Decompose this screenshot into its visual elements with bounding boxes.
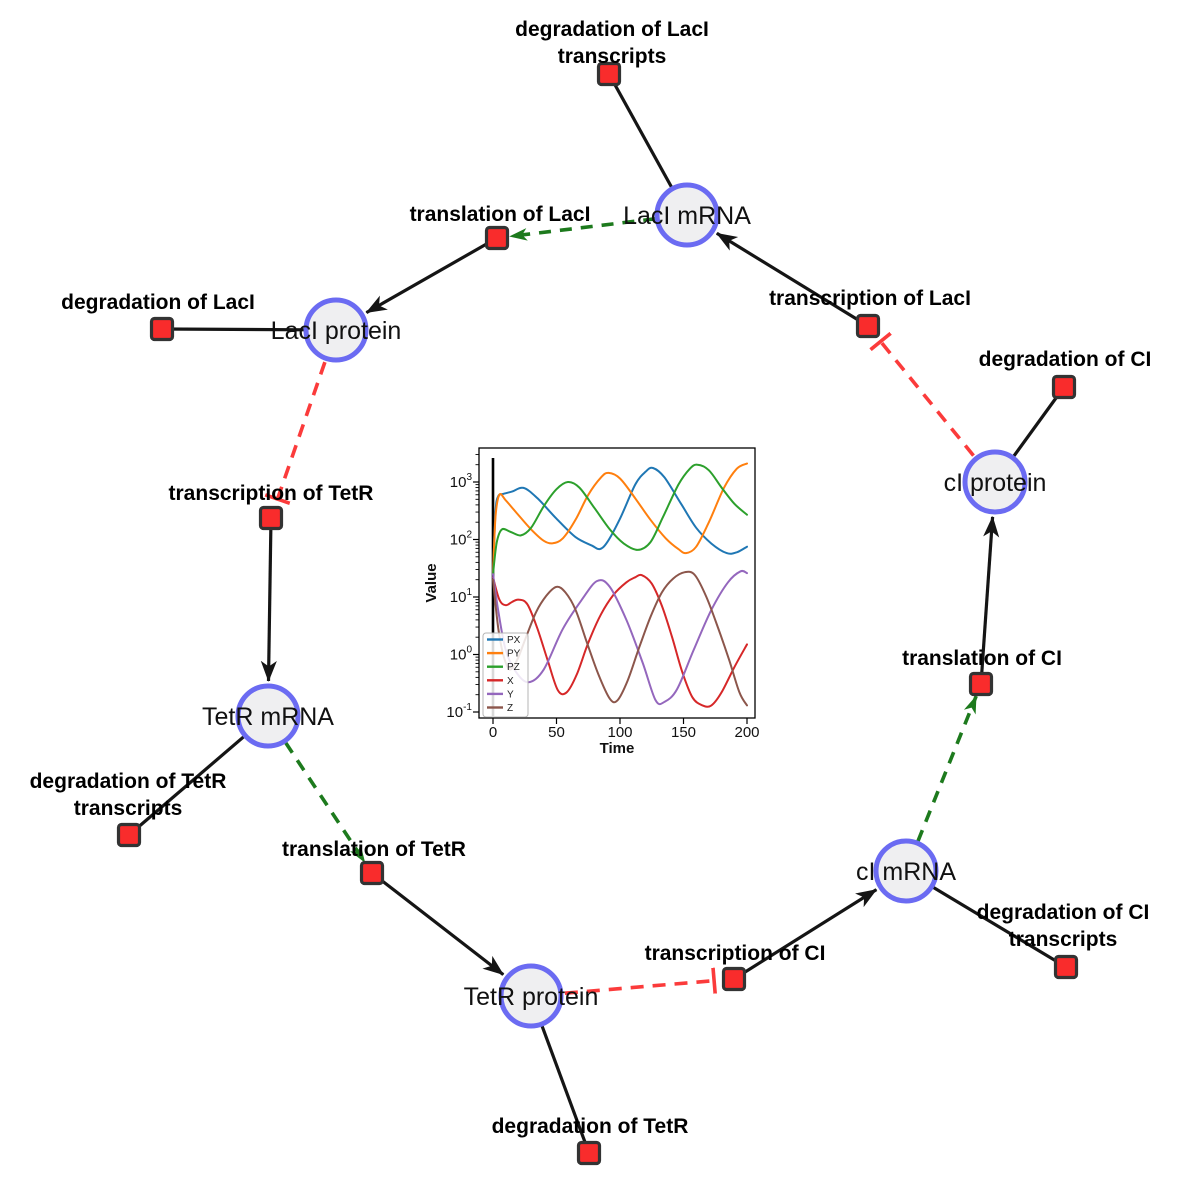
edge-modifier-ci_mrna-to-transl_ci [916, 695, 978, 842]
reaction-label-transl_ci: translation of CI [902, 647, 1062, 670]
edge-production-transl_tetr-to-tetr_protein [371, 871, 505, 976]
edge-inhibition-ci_protein-to-transc_laci [869, 331, 975, 457]
reaction-node-transc_tetr[interactable] [258, 505, 284, 531]
edge-consumption-tetr_mrna-to-deg_tetr_tx [127, 732, 248, 837]
species-label-laci_protein: LacI protein [271, 317, 402, 345]
edge-consumption-laci_protein-to-deg_laci [161, 327, 309, 332]
species-label-tetr_protein: TetR protein [464, 983, 599, 1011]
reaction-label-deg_laci: degradation of LacI [61, 291, 255, 314]
reaction-label-transl_tetr: translation of TetR [282, 838, 466, 861]
reaction-node-transl_ci[interactable] [968, 671, 994, 697]
chart-x-tick-label: 0 [489, 724, 497, 741]
species-node-tetr_protein[interactable] [498, 963, 564, 1029]
chart-y-axis-title: Value [423, 563, 440, 602]
species-node-laci_mrna[interactable] [654, 182, 720, 248]
edge-production-transc_ci-to-ci_mrna [733, 888, 878, 981]
species-label-ci_protein: cI protein [944, 469, 1047, 497]
reaction-node-deg_laci[interactable] [149, 316, 175, 342]
edge-production-transl_ci-to-ci_protein [979, 516, 1000, 685]
edge-production-transc_laci-to-laci_mrna [715, 231, 869, 328]
edge-consumption-laci_mrna-to-deg_laci_tx [607, 73, 675, 192]
chart-y-tick-label: 10-1 [446, 702, 472, 721]
edge-modifier-laci_mrna-to-transl_laci [509, 217, 656, 241]
reaction-node-deg_tetr[interactable] [576, 1140, 602, 1166]
species-label-tetr_mrna: TetR mRNA [202, 703, 334, 731]
reaction-label-deg_ci_tx-line2: transcripts [1009, 928, 1118, 951]
chart-legend-label-Z: Z [507, 703, 513, 714]
reaction-node-deg_laci_tx[interactable] [596, 61, 622, 87]
reaction-node-transl_tetr[interactable] [359, 860, 385, 886]
reaction-node-transl_laci[interactable] [484, 225, 510, 251]
chart-y-tick-label: 103 [450, 472, 473, 491]
reaction-node-transc_ci[interactable] [721, 966, 747, 992]
chart-x-tick-label: 200 [734, 724, 759, 741]
chart-x-axis-title: Time [600, 740, 635, 757]
chart-series-PX [492, 466, 748, 576]
reaction-label-deg_laci_tx-line2: transcripts [558, 45, 667, 68]
edge-consumption-tetr_protein-to-deg_tetr [539, 1021, 591, 1154]
edge-consumption-ci_protein-to-deg_ci [1010, 386, 1066, 461]
edge-inhibition-tetr_protein-to-transc_ci [564, 967, 717, 995]
chart-legend-box [482, 632, 529, 718]
species-label-laci_mrna: LacI mRNA [623, 202, 751, 230]
chart-legend-label-PY: PY [507, 649, 521, 660]
chart-x-tick-label: 150 [671, 724, 696, 741]
network-nodes [116, 61, 1079, 1166]
chart-legend-label-Y: Y [507, 689, 514, 700]
chart-series-PY [492, 462, 748, 576]
chart-y-tick-label: 101 [450, 587, 473, 606]
edge-inhibition-laci_protein-to-transc_tetr [264, 361, 327, 506]
chart-y-tick-label: 102 [450, 530, 473, 549]
chart-y-tick-label: 100 [450, 645, 473, 664]
reaction-label-deg_ci: degradation of CI [979, 348, 1152, 371]
chart-legend-label-PZ: PZ [507, 662, 520, 673]
reaction-label-transc_tetr: transcription of TetR [169, 482, 374, 505]
reaction-node-transc_laci[interactable] [855, 313, 881, 339]
reaction-label-transc_laci: transcription of LacI [769, 287, 971, 310]
edge-production-transc_tetr-to-tetr_mrna [260, 517, 277, 682]
reaction-label-deg_tetr_tx-line1: degradation of TetR [30, 770, 227, 793]
reaction-label-transc_ci: transcription of CI [645, 942, 826, 965]
chart-x-tick-label: 100 [607, 724, 632, 741]
edge-production-transl_laci-to-laci_protein [365, 236, 498, 314]
reaction-label-deg_laci_tx-line1: degradation of LacI [515, 18, 709, 41]
reaction-node-deg_tetr_tx[interactable] [116, 822, 142, 848]
reaction-label-deg_ci_tx-line1: degradation of CI [977, 901, 1150, 924]
reaction-label-transl_laci: translation of LacI [410, 203, 591, 226]
network-labels: degradation of LacI transcripts translatio… [30, 18, 1152, 1138]
chart-legend-label-PX: PX [507, 635, 521, 646]
inset-timecourse-chart: 0 50 100 150 200 103 102 101 100 10-1 Time Value PX P… [420, 436, 772, 768]
chart-curves [491, 458, 748, 716]
species-node-laci_protein[interactable] [303, 297, 369, 363]
reaction-label-deg_tetr: degradation of TetR [492, 1115, 689, 1138]
species-node-ci_mrna[interactable] [873, 838, 939, 904]
species-node-tetr_mrna[interactable] [235, 683, 301, 749]
species-node-ci_protein[interactable] [962, 449, 1028, 515]
edge-consumption-ci_mrna-to-deg_ci_tx [929, 884, 1067, 969]
species-label-ci_mrna: cI mRNA [856, 858, 956, 886]
chart-x-tick-label: 50 [548, 724, 565, 741]
network-edges [127, 73, 1067, 1154]
chart-legend-label-X: X [507, 676, 514, 687]
reaction-label-deg_tetr_tx-line2: transcripts [74, 797, 183, 820]
reaction-node-deg_ci_tx[interactable] [1053, 954, 1079, 980]
chart-series-PZ [492, 463, 748, 576]
chart-frame [478, 447, 756, 719]
reaction-node-deg_ci[interactable] [1051, 374, 1077, 400]
edge-modifier-tetr_mrna-to-transl_tetr [284, 741, 367, 864]
